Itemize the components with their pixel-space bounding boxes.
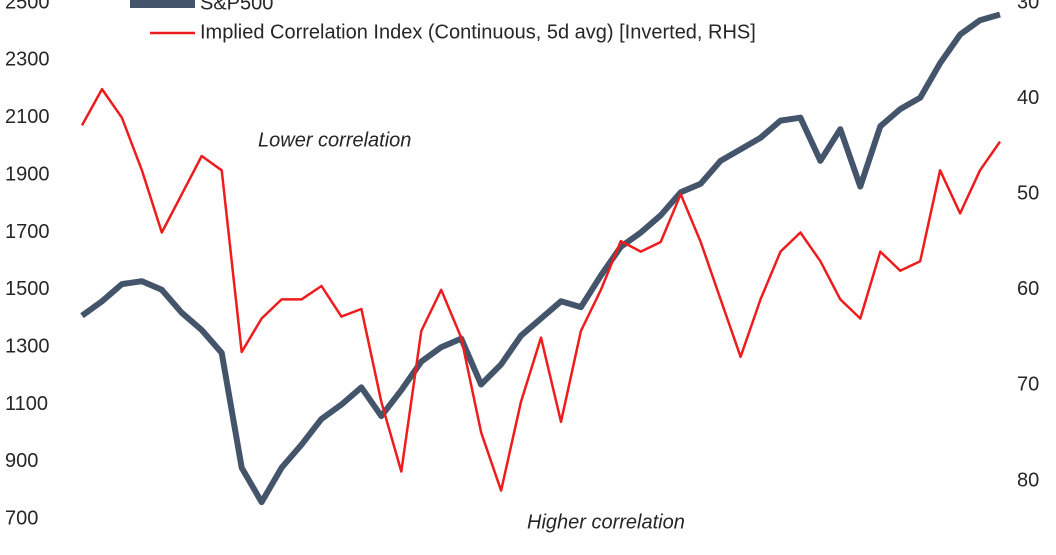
y-tick-label: 700	[5, 508, 38, 530]
y2-tick-label: 50	[1017, 183, 1039, 205]
y-tick-label: 900	[5, 450, 38, 472]
y-tick-label: 1700	[5, 221, 50, 243]
legend-label: Implied Correlation Index (Continuous, 5…	[200, 21, 756, 43]
annotation: Higher correlation	[527, 511, 685, 533]
y-tick-label: 2500	[5, 0, 50, 13]
y-tick-label: 1900	[5, 163, 50, 185]
y-tick-label: 1500	[5, 278, 50, 300]
y2-tick-label: 80	[1017, 469, 1039, 491]
y2-tick-label: 40	[1017, 87, 1039, 109]
y2-tick-label: 70	[1017, 374, 1039, 396]
y-tick-label: 2300	[5, 49, 50, 71]
y2-tick-label: 30	[1017, 0, 1039, 13]
y-tick-label: 2100	[5, 106, 50, 128]
legend-label: S&P500	[200, 0, 273, 14]
y-tick-label: 1100	[5, 393, 48, 415]
annotation: Lower correlation	[258, 129, 411, 151]
series-line	[80, 11, 1001, 506]
y-tick-label: 1300	[5, 335, 50, 357]
y2-tick-label: 60	[1017, 278, 1039, 300]
series-line	[80, 87, 1002, 492]
